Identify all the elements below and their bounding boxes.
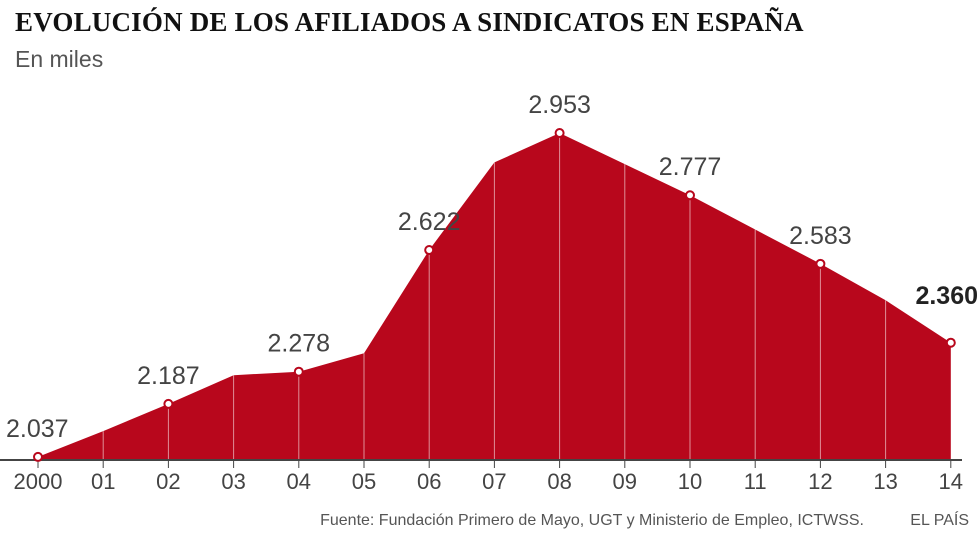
brand-label: EL PAÍS bbox=[910, 512, 969, 529]
data-point-marker bbox=[424, 245, 435, 256]
x-tick-label: 13 bbox=[873, 469, 897, 494]
data-label: 2.777 bbox=[659, 153, 722, 181]
data-point-marker bbox=[815, 258, 826, 269]
source-note: Fuente: Fundación Primero de Mayo, UGT y… bbox=[320, 512, 864, 529]
x-tick-label: 06 bbox=[417, 469, 441, 494]
data-point-marker bbox=[945, 337, 956, 348]
data-label: 2.360 bbox=[915, 282, 978, 310]
x-tick-label: 01 bbox=[91, 469, 115, 494]
data-label: 2.037 bbox=[6, 415, 69, 443]
x-tick-label: 02 bbox=[156, 469, 180, 494]
x-tick-label: 07 bbox=[482, 469, 506, 494]
data-point-marker bbox=[293, 366, 304, 377]
data-label: 2.278 bbox=[268, 330, 331, 358]
x-tick-label: 12 bbox=[808, 469, 832, 494]
x-tick-label: 11 bbox=[744, 469, 767, 494]
data-label: 2.583 bbox=[789, 222, 852, 250]
x-tick-label: 10 bbox=[678, 469, 702, 494]
x-tick-label: 05 bbox=[352, 469, 376, 494]
x-tick-label: 04 bbox=[287, 469, 311, 494]
x-tick-label: 09 bbox=[613, 469, 637, 494]
data-label: 2.187 bbox=[137, 362, 200, 390]
data-point-marker bbox=[33, 451, 43, 462]
data-label: 2.953 bbox=[528, 91, 591, 119]
chart-subtitle: En miles bbox=[15, 46, 104, 72]
chart-title: EVOLUCIÓN DE LOS AFILIADOS A SINDICATOS … bbox=[15, 7, 804, 37]
x-tick-label: 08 bbox=[547, 469, 571, 494]
data-label: 2.622 bbox=[398, 208, 461, 236]
x-tick-label: 03 bbox=[221, 469, 245, 494]
x-tick-label: 2000 bbox=[14, 469, 63, 494]
data-point-marker bbox=[554, 128, 565, 138]
x-tick-label: 14 bbox=[939, 469, 963, 494]
data-point-marker bbox=[163, 398, 174, 409]
data-point-marker bbox=[685, 190, 695, 201]
